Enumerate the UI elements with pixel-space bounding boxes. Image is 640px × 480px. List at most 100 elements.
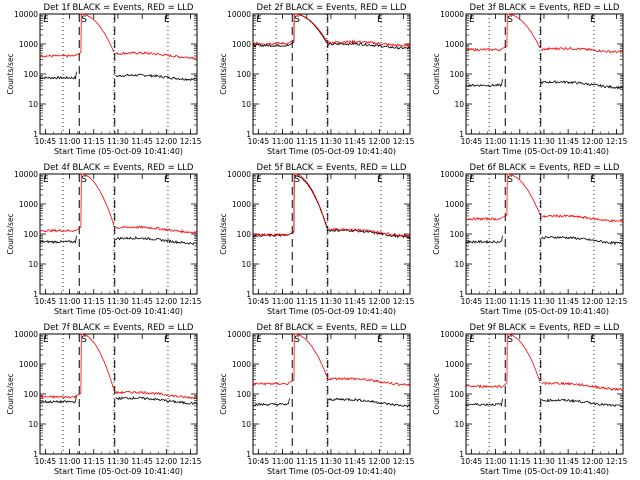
x-tick-label: 11:45 (131, 457, 153, 466)
edge-label-e-start: E (256, 15, 262, 25)
y-tick-label: 1 (246, 290, 251, 299)
x-axis-label: Start Time (05-Oct-09 10:41:40) (54, 467, 183, 476)
x-tick-label: 11:00 (59, 297, 81, 306)
x-tick-label: 11:30 (533, 297, 555, 306)
y-tick-label: 10000 (14, 10, 38, 19)
x-tick-label: 11:00 (485, 457, 507, 466)
x-tick-label: 11:00 (59, 137, 81, 146)
x-tick-label: 12:00 (369, 137, 391, 146)
y-tick-label: 1000 (232, 360, 251, 369)
x-tick-label: 11:30 (533, 457, 555, 466)
edge-label-s: S (507, 335, 513, 345)
lld-series-line (541, 381, 624, 392)
edge-label-e-end: E (590, 15, 596, 25)
y-tick-label: 100 (450, 390, 465, 399)
edge-label-e-start: E (469, 175, 475, 185)
x-tick-label: 11:45 (557, 137, 579, 146)
x-tick-label: 11:45 (557, 297, 579, 306)
panel-title: Det 9f BLACK = Events, RED = LLD (470, 323, 620, 333)
panel-title: Det 7f BLACK = Events, RED = LLD (44, 323, 194, 333)
edge-label-e-start: E (256, 175, 262, 185)
y-axis-label: Counts/sec (219, 53, 228, 94)
x-tick-label: 12:00 (156, 137, 178, 146)
edge-label-e-end: E (164, 15, 170, 25)
lld-series-line (39, 333, 115, 399)
panel-5: Det 5f BLACK = Events, RED = LLD 1 10 100 10… (219, 163, 415, 316)
lld-series-line (328, 227, 411, 238)
x-tick-label: 12:00 (582, 137, 604, 146)
events-series-line (115, 396, 198, 405)
edge-label-s: S (294, 335, 300, 345)
x-tick-label: 10:45 (461, 137, 483, 146)
y-tick-label: 100 (237, 70, 252, 79)
panel-9: Det 9f BLACK = Events, RED = LLD 1 10 100 10… (432, 323, 628, 476)
y-tick-label: 100 (450, 230, 465, 239)
plot-frame (39, 173, 198, 295)
x-tick-label: 11:00 (272, 137, 294, 146)
x-tick-label: 10:45 (248, 137, 270, 146)
panel-title: Det 4f BLACK = Events, RED = LLD (44, 163, 194, 173)
lld-series-line (115, 51, 198, 60)
panel-1: Det 1f BLACK = Events, RED = LLD 1 10 100 10… (6, 3, 202, 156)
x-axis-label: Start Time (05-Oct-09 10:41:40) (54, 307, 183, 316)
edge-label-s: S (507, 175, 513, 185)
x-tick-label: 11:45 (344, 457, 366, 466)
x-tick-label: 10:45 (248, 457, 270, 466)
panel-3: Det 3f BLACK = Events, RED = LLD 1 10 100 10… (432, 3, 628, 156)
y-tick-label: 1000 (232, 40, 251, 49)
y-tick-label: 1 (459, 450, 464, 459)
edge-label-e-end: E (164, 175, 170, 185)
edge-label-e-start: E (256, 335, 262, 345)
y-tick-label: 1000 (232, 200, 251, 209)
x-tick-label: 11:15 (509, 137, 531, 146)
x-tick-label: 12:15 (606, 297, 628, 306)
y-tick-label: 1 (246, 450, 251, 459)
panel-title: Det 3f BLACK = Events, RED = LLD (470, 3, 620, 13)
y-tick-label: 10 (28, 100, 38, 109)
x-tick-label: 11:00 (485, 137, 507, 146)
x-tick-label: 11:30 (320, 457, 342, 466)
panel-4: Det 4f BLACK = Events, RED = LLD 1 10 100 10… (6, 163, 202, 316)
plot-frame (252, 333, 411, 455)
x-tick-label: 10:45 (248, 297, 270, 306)
events-series-line (328, 41, 411, 50)
y-tick-label: 10 (454, 100, 464, 109)
y-tick-label: 100 (24, 390, 39, 399)
y-tick-label: 10000 (14, 330, 38, 339)
x-tick-label: 12:15 (393, 457, 415, 466)
events-series-line (541, 80, 624, 90)
x-tick-label: 11:15 (83, 297, 105, 306)
x-tick-label: 12:15 (393, 297, 415, 306)
x-tick-label: 11:45 (344, 297, 366, 306)
edge-label-e-start: E (43, 175, 49, 185)
x-tick-label: 12:15 (606, 457, 628, 466)
x-tick-label: 12:15 (180, 457, 202, 466)
x-tick-label: 12:00 (369, 297, 391, 306)
panel-title: Det 2f BLACK = Events, RED = LLD (257, 3, 407, 13)
plot-frame (39, 13, 198, 135)
panel-title: Det 6f BLACK = Events, RED = LLD (470, 163, 620, 173)
x-tick-label: 12:00 (582, 457, 604, 466)
x-tick-label: 11:30 (320, 137, 342, 146)
x-tick-label: 11:15 (509, 297, 531, 306)
y-axis-label: Counts/sec (219, 213, 228, 254)
events-series-line (115, 236, 198, 246)
events-series-line (39, 395, 77, 404)
plot-frame (465, 173, 624, 295)
plot-frame (465, 333, 624, 455)
x-tick-label: 11:15 (296, 137, 318, 146)
y-tick-label: 10 (241, 100, 251, 109)
edge-label-e-start: E (43, 335, 49, 345)
x-tick-label: 12:00 (369, 457, 391, 466)
edge-label-s: S (294, 15, 300, 25)
x-tick-label: 10:45 (461, 457, 483, 466)
x-axis-label: Start Time (05-Oct-09 10:41:40) (267, 467, 396, 476)
edge-label-e-end: E (164, 335, 170, 345)
y-tick-label: 100 (450, 70, 465, 79)
events-series-line (465, 398, 503, 407)
y-tick-label: 100 (24, 70, 39, 79)
x-axis-label: Start Time (05-Oct-09 10:41:40) (480, 147, 609, 156)
events-series-line (465, 235, 503, 244)
x-tick-label: 11:45 (557, 457, 579, 466)
y-axis-label: Counts/sec (432, 373, 441, 414)
